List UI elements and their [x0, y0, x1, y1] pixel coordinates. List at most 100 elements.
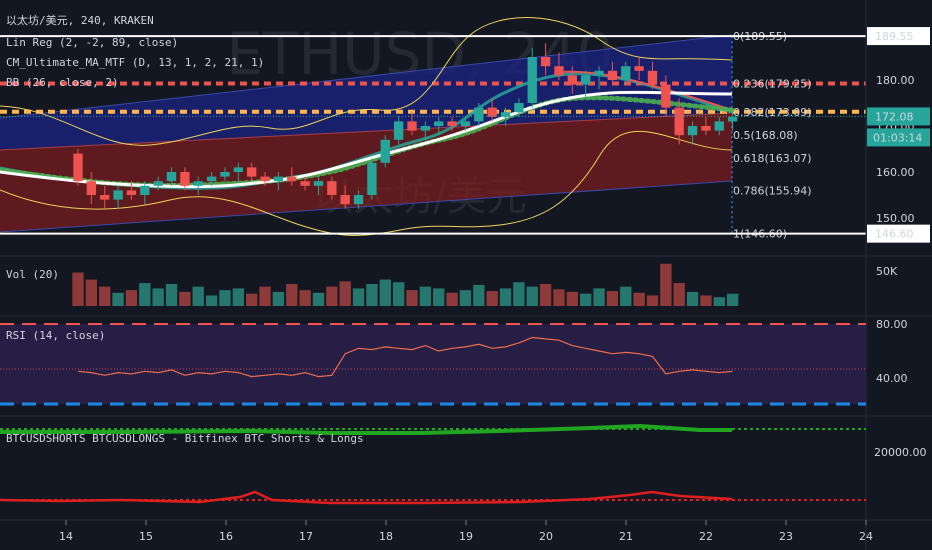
volume-bar [686, 291, 699, 306]
volume-bar [539, 284, 552, 306]
current-price-tag-bg [867, 107, 930, 126]
time-tick-label: 17 [299, 530, 313, 543]
candle-body [714, 121, 724, 131]
candle-body [594, 70, 604, 76]
time-tick-label: 20 [539, 530, 553, 543]
candle-body [674, 107, 684, 136]
candle-body [153, 181, 163, 186]
volume-bar [673, 283, 685, 306]
candle-body [701, 126, 711, 131]
volume-bar [553, 289, 565, 306]
bb-upper-band [0, 17, 733, 146]
volume-bar [473, 284, 485, 306]
candle-body [367, 162, 377, 195]
candle-body [407, 121, 417, 131]
bb-lower-band [0, 130, 733, 236]
volume-bar [99, 286, 111, 306]
candle-body [100, 195, 110, 200]
candle-body [113, 190, 123, 200]
candle-body [233, 167, 243, 172]
fib-level-label: 0.618(163.07) [733, 152, 812, 165]
candle-body [220, 172, 230, 177]
candle-body [554, 66, 564, 76]
candle-body [474, 107, 484, 122]
rsi-tick-label: 40.00 [876, 372, 908, 385]
rsi-tick-label: 80.00 [876, 318, 908, 331]
volume-bar [620, 286, 632, 306]
price-tick-label: 180.00 [876, 74, 915, 87]
candle-body [514, 103, 524, 113]
volume-bar [433, 288, 445, 306]
candle-body [260, 176, 270, 182]
volume-bar [139, 283, 151, 306]
volume-bar [406, 290, 418, 306]
candle-body [393, 121, 404, 140]
legend: 以太坊/美元, 240, KRAKEN Lin Reg (2, -2, 89, … [6, 13, 364, 445]
volume-bar [486, 291, 498, 306]
fib-level-label: 0.236(179.25) [733, 77, 812, 90]
legend-bb[interactable]: BB (26, close, 2) [6, 76, 119, 89]
candle-body [661, 84, 671, 108]
time-tick-label: 18 [379, 530, 393, 543]
rsi-band-fill [0, 324, 866, 404]
volume-bar [660, 263, 672, 306]
volume-bar [152, 288, 164, 306]
volume-bar [700, 295, 712, 306]
volume-bar [125, 290, 138, 306]
volume-bar [513, 282, 525, 306]
candlesticks [73, 43, 738, 209]
time-tick-label: 14 [59, 530, 73, 543]
time-tick-label: 24 [859, 530, 873, 543]
candle-body [634, 66, 644, 71]
volume-bar [312, 292, 325, 306]
candle-body [527, 57, 537, 103]
volume-bar [246, 293, 258, 306]
countdown-tag: 01:03:14 [873, 131, 922, 144]
candle-body [313, 181, 324, 186]
candle-body [447, 121, 457, 126]
countdown-tag-bg [867, 128, 930, 147]
volume-bar [192, 286, 204, 306]
candle-body [434, 121, 444, 126]
candle-body [340, 195, 350, 205]
longs-line [0, 423, 732, 435]
candle-body [140, 185, 150, 195]
candle-body [166, 172, 177, 182]
legend-volume[interactable]: Vol (20) [6, 268, 59, 281]
linreg-lower-line [0, 180, 733, 233]
rsi-line [77, 336, 733, 378]
volume-bar [419, 286, 432, 306]
volume-bar [526, 286, 538, 306]
legend-shorts-longs[interactable]: BTCUSDSHORTS BTCUSDLONGS - Bitfinex BTC … [6, 432, 364, 445]
volume-bar [379, 279, 391, 306]
fib-level-label: 0.786(155.94) [733, 185, 812, 198]
candle-body [647, 70, 658, 85]
candle-body [193, 181, 203, 186]
candle-body [126, 190, 137, 195]
time-tick-label: 21 [619, 530, 633, 543]
time-tick-label: 23 [779, 530, 793, 543]
volume-bar [446, 292, 458, 306]
candle-body [327, 181, 337, 195]
rsi-axis[interactable]: 80.00 40.00 [876, 318, 908, 385]
volume-bar [392, 282, 405, 306]
lower-level-tag-bg [867, 224, 930, 243]
volume-bar [339, 281, 351, 306]
candle-body [247, 167, 257, 177]
volume-bar [72, 272, 84, 306]
volume-bars [72, 263, 739, 306]
current-price-tag: 172.08 [875, 110, 914, 123]
volume-bar [259, 286, 271, 306]
shorts-line [0, 490, 733, 505]
time-tick-label: 19 [459, 530, 473, 543]
time-axis[interactable]: 14 15 16 17 18 19 20 21 22 23 24 [59, 520, 873, 543]
legend-ma[interactable]: CM_Ultimate_MA_MTF (D, 13, 1, 2, 21, 1) [6, 56, 264, 69]
candle-body [287, 176, 297, 182]
legend-linreg[interactable]: Lin Reg (2, -2, 89, close) [6, 36, 178, 49]
candle-body [500, 112, 511, 117]
time-tick-label: 16 [219, 530, 233, 543]
volume-bar [179, 291, 191, 306]
symbol-title[interactable]: 以太坊/美元, 240, KRAKEN [6, 13, 154, 27]
legend-rsi[interactable]: RSI (14, close) [6, 329, 105, 342]
